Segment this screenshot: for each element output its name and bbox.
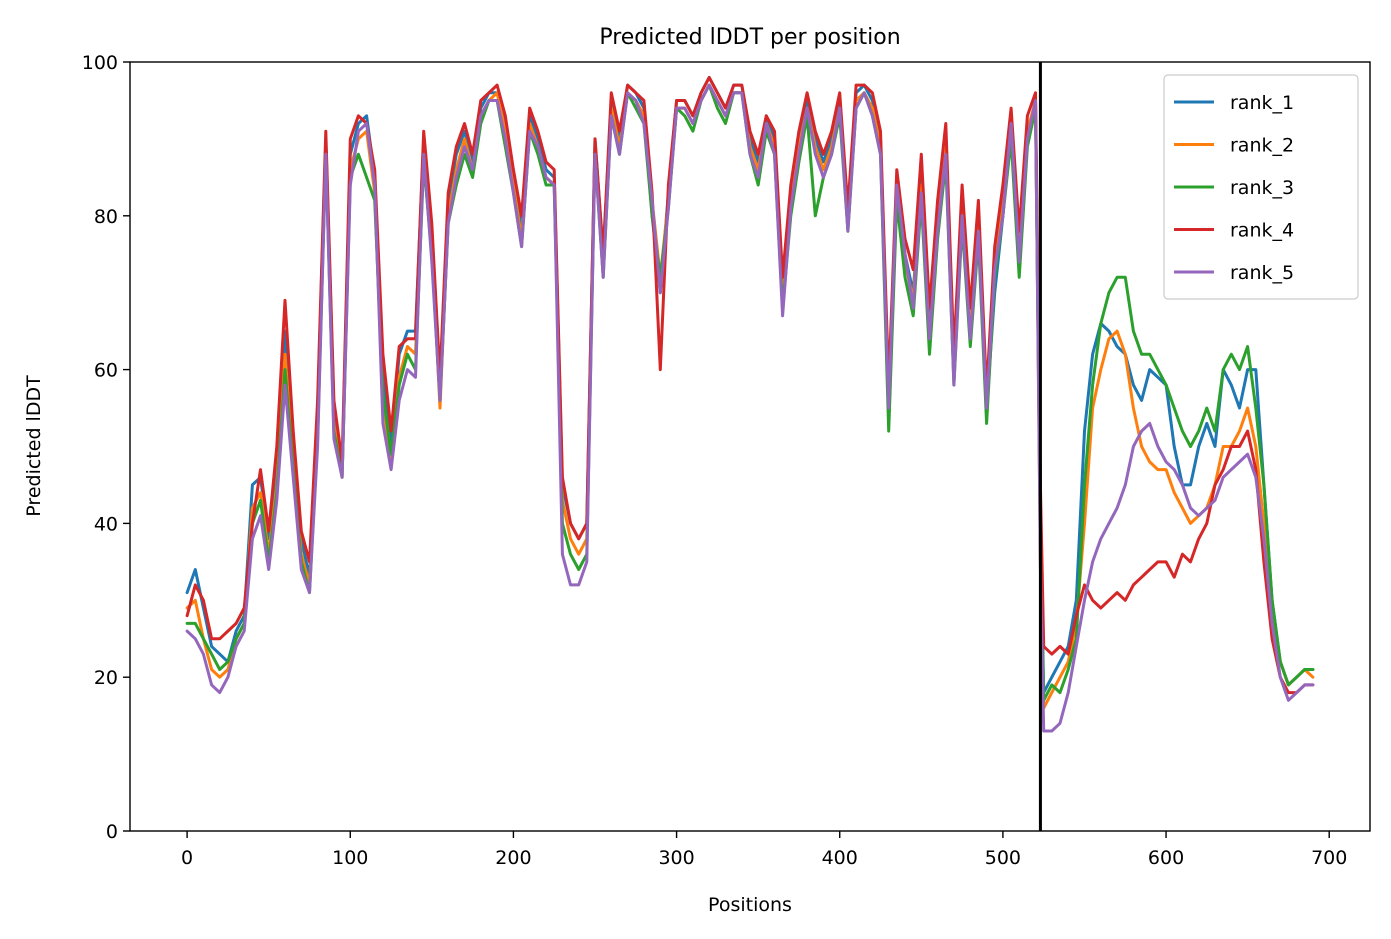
- x-tick-label: 200: [495, 847, 531, 869]
- chart-title: Predicted lDDT per position: [599, 25, 900, 50]
- legend-box: [1163, 74, 1359, 300]
- x-tick-label: 500: [985, 847, 1021, 869]
- series-lines: [185, 75, 1315, 733]
- y-tick-label: 100: [82, 52, 118, 74]
- legend: rank_1 rank_2 rank_3 rank_4 rank_5: [1163, 74, 1359, 300]
- x-tick-label: 600: [1148, 847, 1184, 869]
- x-axis-ticks: 0 100 200 300 400 500 600 700: [181, 831, 1347, 869]
- y-axis-ticks: 0 20 40 60 80 100: [82, 52, 130, 843]
- legend-label-rank_1: rank_1: [1230, 92, 1294, 114]
- x-tick-label: 100: [332, 847, 368, 869]
- y-tick-label: 20: [94, 667, 118, 689]
- legend-label-rank_4: rank_4: [1230, 220, 1294, 242]
- y-tick-label: 60: [94, 360, 118, 382]
- y-axis-label: Predicted lDDT: [23, 375, 45, 517]
- series-line-rank_5: [185, 83, 1315, 733]
- y-tick-label: 0: [106, 821, 118, 843]
- x-tick-label: 0: [181, 847, 193, 869]
- plot-area-frame: [129, 61, 1371, 832]
- legend-label-rank_5: rank_5: [1230, 262, 1294, 284]
- y-tick-label: 80: [94, 206, 118, 228]
- x-tick-label: 700: [1311, 847, 1347, 869]
- x-tick-label: 400: [822, 847, 858, 869]
- legend-label-rank_2: rank_2: [1230, 135, 1294, 157]
- legend-label-rank_3: rank_3: [1230, 177, 1294, 199]
- x-tick-label: 300: [658, 847, 694, 869]
- x-axis-label: Positions: [708, 894, 792, 916]
- y-tick-label: 40: [94, 513, 118, 535]
